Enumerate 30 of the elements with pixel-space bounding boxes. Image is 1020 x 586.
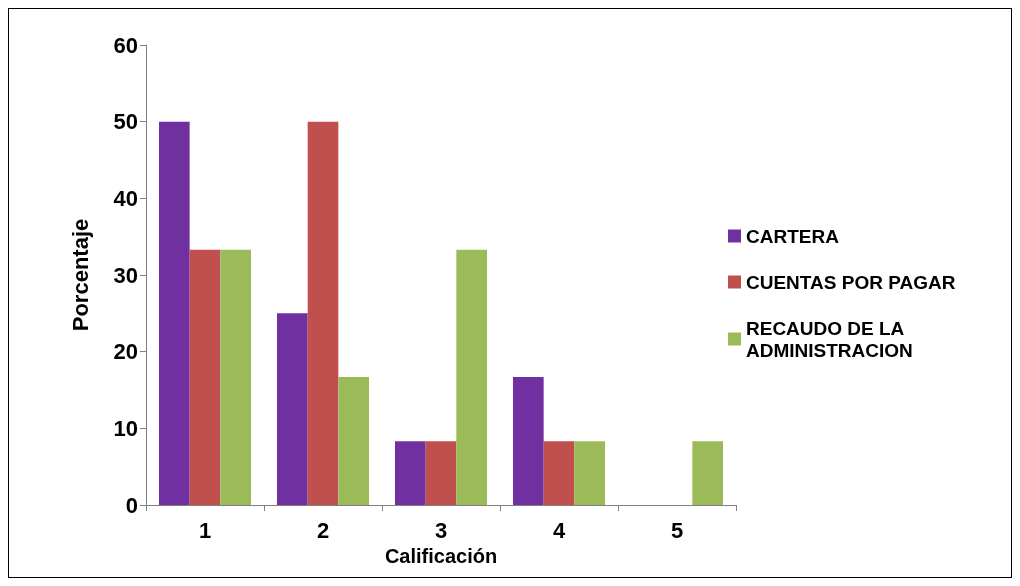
y-tick-label: 60 xyxy=(113,32,138,58)
bar xyxy=(307,121,339,505)
x-tick-label: 5 xyxy=(670,517,684,543)
y-tick-label: 30 xyxy=(113,262,138,288)
x-tick-label: 4 xyxy=(552,517,566,543)
bar xyxy=(512,376,544,505)
x-tick-label: 3 xyxy=(434,517,448,543)
bar xyxy=(276,313,308,505)
bar xyxy=(543,441,575,505)
y-tick-label: 0 xyxy=(125,492,138,518)
y-tick-label: 10 xyxy=(113,415,138,441)
bar xyxy=(425,441,457,505)
legend-label: RECAUDO DE LA ADMINISTRACION xyxy=(746,317,913,361)
y-tick-label: 20 xyxy=(113,339,138,365)
bar xyxy=(189,249,221,505)
y-axis-title: Porcentaje xyxy=(67,218,93,332)
bar xyxy=(220,249,252,505)
x-tick-label: 2 xyxy=(316,517,330,543)
bar xyxy=(692,441,724,505)
legend-label: CARTERA xyxy=(746,225,840,247)
legend-label: CUENTAS POR PAGAR xyxy=(746,271,956,293)
bar xyxy=(456,249,488,505)
y-tick-label: 50 xyxy=(113,109,138,135)
bar xyxy=(158,121,190,505)
bar xyxy=(394,441,426,505)
y-tick-label: 40 xyxy=(113,185,138,211)
x-tick-label: 1 xyxy=(198,517,212,543)
x-axis-title: Calificación xyxy=(384,544,498,567)
bar xyxy=(338,376,370,505)
bar xyxy=(574,441,606,505)
